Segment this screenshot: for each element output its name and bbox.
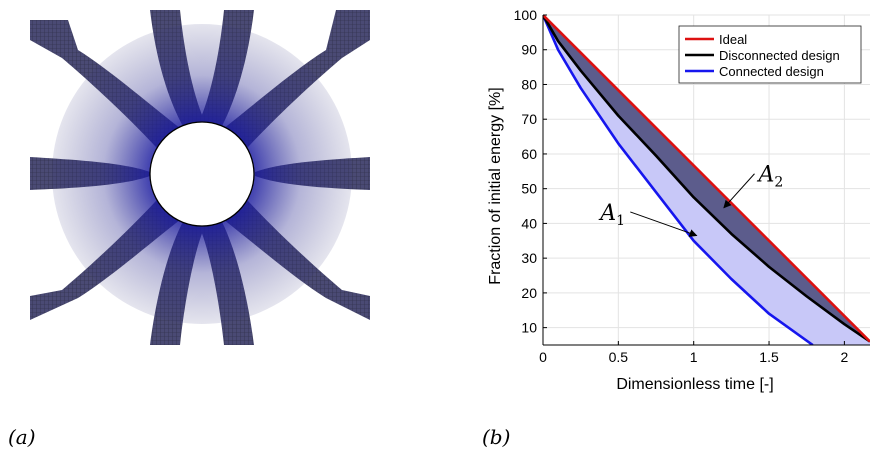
y-tick-label: 60 <box>521 146 537 162</box>
x-tick-label: 2 <box>840 349 848 365</box>
y-tick-label: 30 <box>521 250 537 266</box>
y-axis-label: Fraction of initial energy [%] <box>487 87 504 284</box>
y-tick-label: 20 <box>521 285 537 301</box>
y-tick-label: 100 <box>514 7 538 23</box>
mesh-structure <box>30 10 370 345</box>
series-line-disconnected-design <box>543 15 870 343</box>
series-lines <box>543 15 870 345</box>
series-line-ideal <box>543 15 870 343</box>
x-tick-label: 0 <box>539 349 547 365</box>
y-tick-label: 70 <box>521 111 537 127</box>
panel-label-a: (a) <box>8 425 36 449</box>
x-tick-label: 1 <box>690 349 698 365</box>
panel-label-b: (b) <box>482 425 511 449</box>
x-axis-label: Dimensionless time [-] <box>616 376 773 393</box>
central-hole <box>149 121 255 227</box>
legend-label-disconnected: Disconnected design <box>719 48 840 63</box>
axes <box>542 15 870 346</box>
y-tick-label: 80 <box>521 76 537 92</box>
series-line-connected-design <box>543 15 814 345</box>
y-tick-label: 10 <box>521 320 537 336</box>
legend-label-connected: Connected design <box>719 64 824 79</box>
legend-label-ideal: Ideal <box>719 32 747 47</box>
y-tick-label: 40 <box>521 215 537 231</box>
legend: Ideal Disconnected design Connected desi… <box>678 25 862 84</box>
y-tick-label: 90 <box>521 42 537 58</box>
y-tick-label: 50 <box>521 181 537 197</box>
x-tick-label: 1.5 <box>759 349 779 365</box>
annotation-arrow-1 <box>630 211 698 237</box>
x-tick-label: 0.5 <box>609 349 629 365</box>
annotation-arrow-2 <box>723 173 755 209</box>
tick-labels: 0 0.5 1 1.5 2 10 20 30 40 50 60 70 80 90 100 <box>514 7 849 365</box>
